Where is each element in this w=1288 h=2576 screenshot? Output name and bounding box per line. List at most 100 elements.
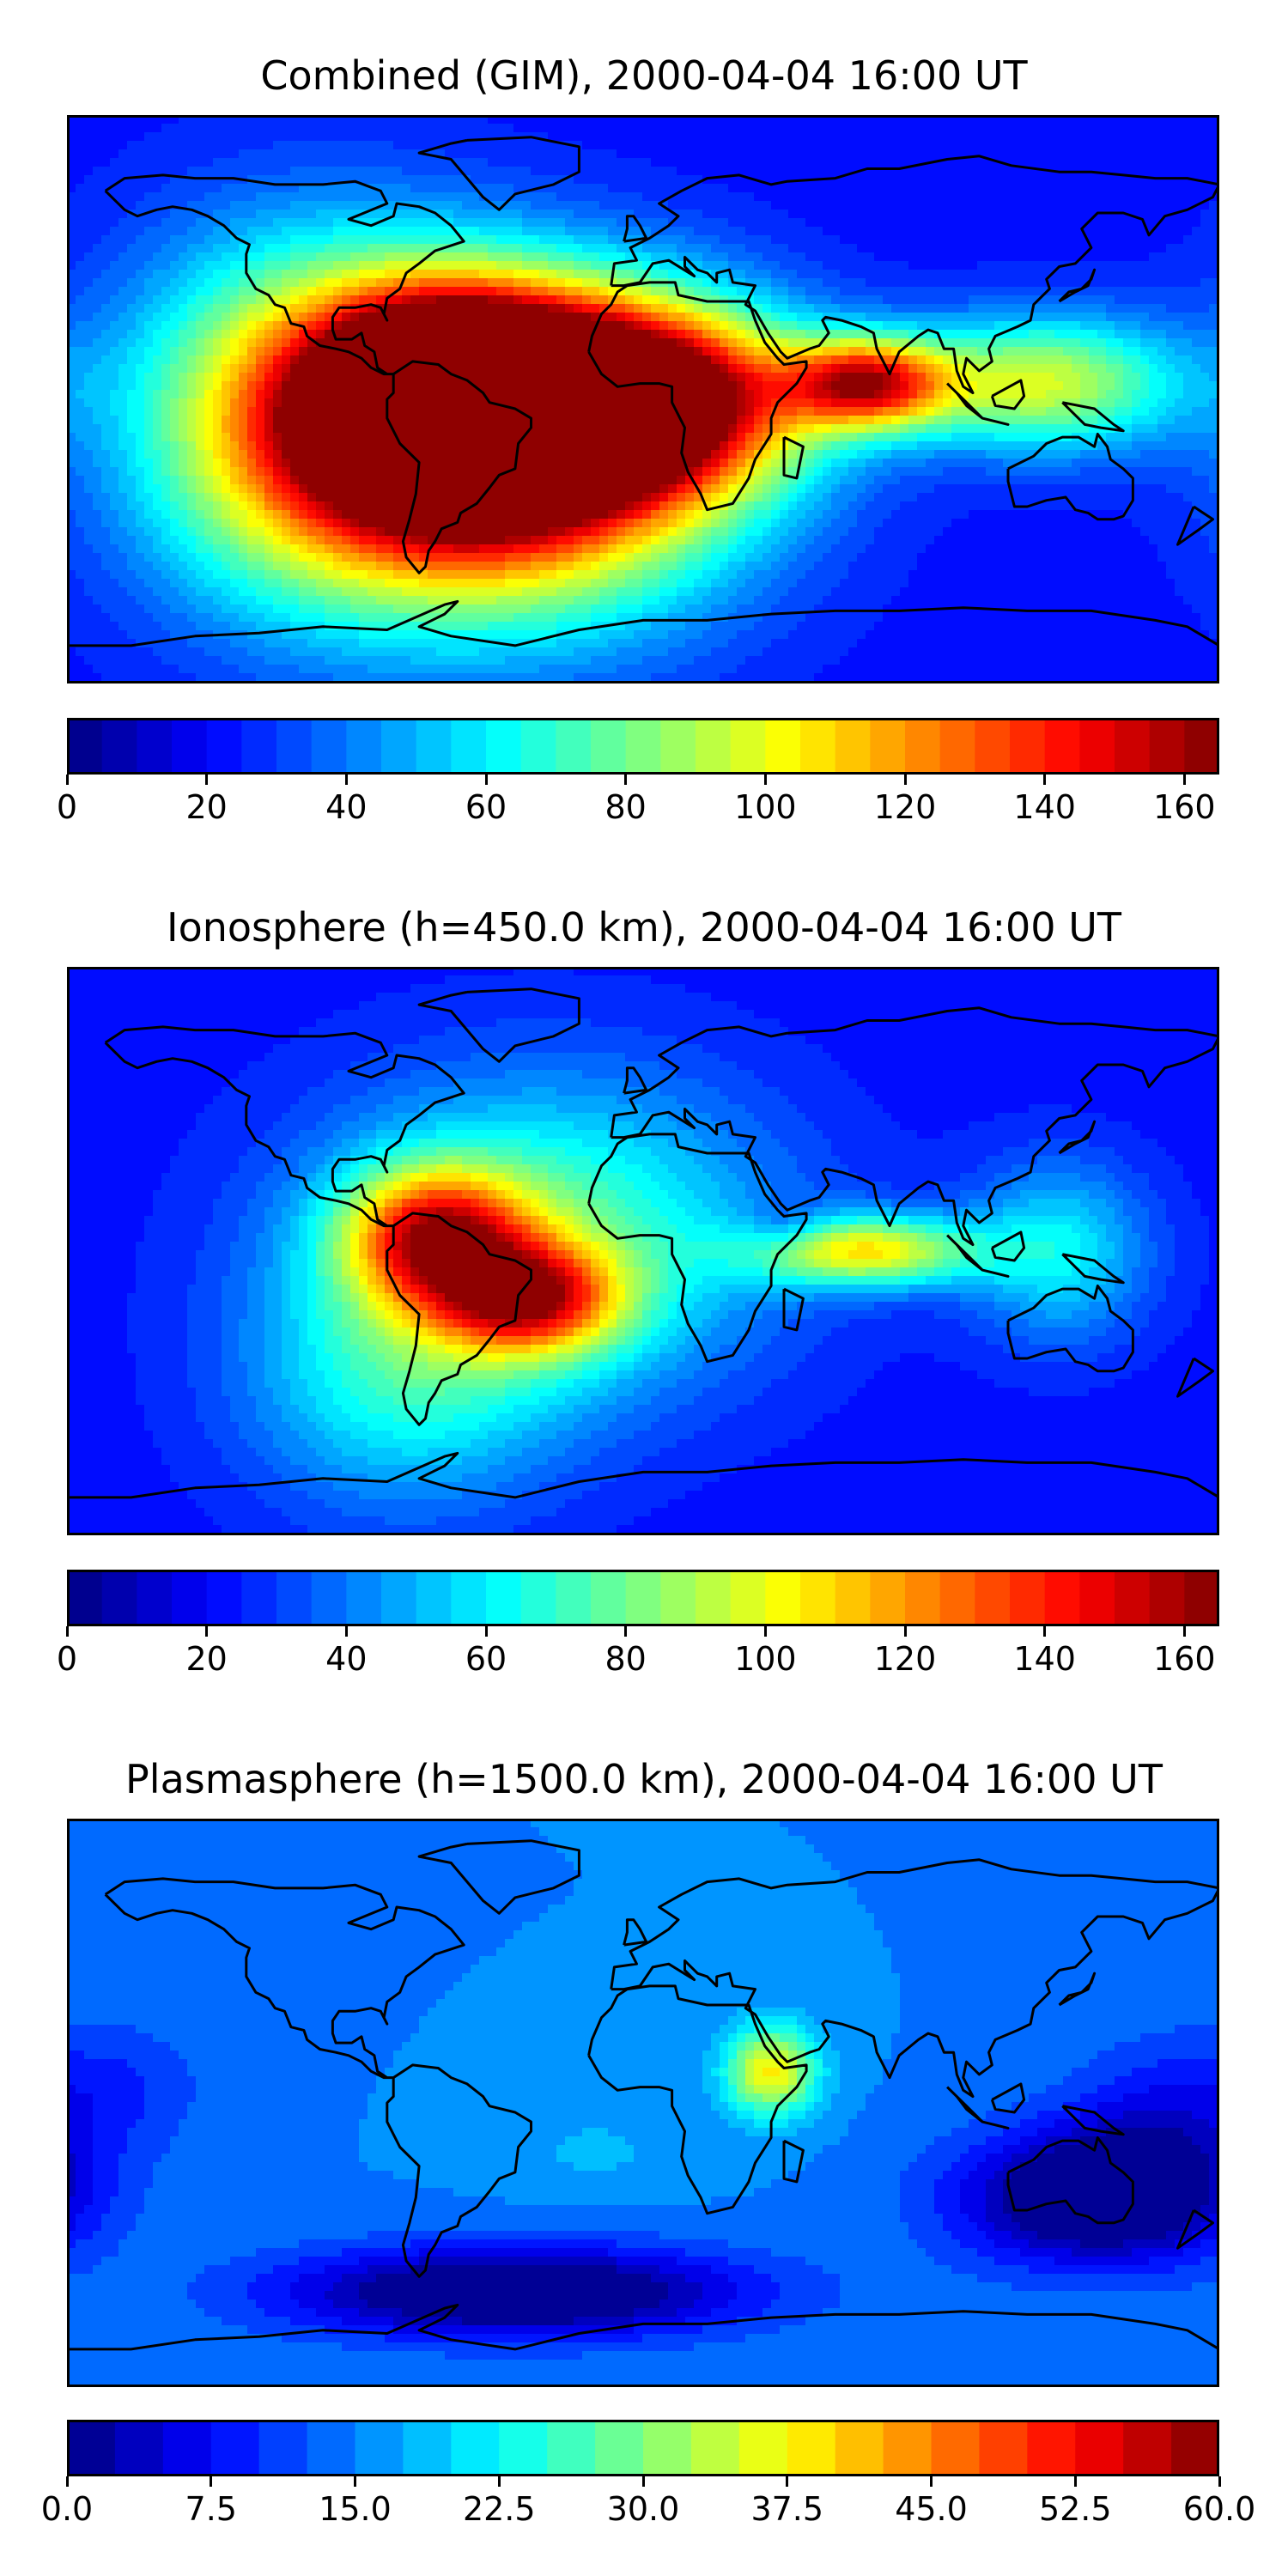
- colorbar-tick-label: 0.0: [41, 2490, 93, 2528]
- colorbar-tick: [1218, 2476, 1221, 2487]
- colorbar-tick-label: 60: [465, 788, 507, 826]
- colorbar-tick-label: 140: [1013, 1640, 1076, 1678]
- panel-1-map-canvas: [67, 115, 1219, 683]
- colorbar-swatch: [690, 2420, 740, 2476]
- colorbar-swatch: [660, 1570, 696, 1626]
- colorbar-tick-label: 45.0: [895, 2490, 968, 2528]
- colorbar-swatch: [591, 718, 627, 775]
- colorbar-swatch: [101, 718, 137, 775]
- colorbar-swatch: [276, 718, 313, 775]
- panel-1-colorbar-border: [67, 718, 1219, 775]
- colorbar-tick-label: 120: [874, 1640, 937, 1678]
- colorbar-swatch: [870, 1570, 906, 1626]
- coastline: [67, 987, 1219, 1499]
- colorbar-tick-label: 7.5: [185, 2490, 237, 2528]
- colorbar-swatch: [625, 718, 661, 775]
- colorbar-tick: [641, 2476, 645, 2487]
- panel-2-map: [67, 967, 1219, 1535]
- colorbar-swatch: [765, 718, 801, 775]
- colorbar-tick-label: 0: [57, 1640, 77, 1678]
- colorbar-swatch: [800, 1570, 836, 1626]
- colorbar-tick-label: 22.5: [463, 2490, 536, 2528]
- colorbar-tick-label: 140: [1013, 788, 1076, 826]
- coastline: [67, 136, 1219, 647]
- colorbar-swatch: [556, 1570, 592, 1626]
- colorbar-swatch: [346, 718, 382, 775]
- colorbar-swatch: [416, 718, 452, 775]
- colorbar-swatch: [1171, 2420, 1219, 2476]
- panel-1-colorbar: [67, 718, 1219, 775]
- panel-3-map: [67, 1819, 1219, 2387]
- colorbar-swatch: [979, 2420, 1028, 2476]
- panel-3-title: Plasmasphere (h=1500.0 km), 2000-04-04 1…: [0, 1755, 1288, 1803]
- colorbar-swatch: [162, 2420, 212, 2476]
- colorbar-swatch: [451, 2420, 500, 2476]
- colorbar-swatch: [643, 2420, 692, 2476]
- colorbar-swatch: [660, 718, 696, 775]
- colorbar-swatch: [307, 2420, 356, 2476]
- colorbar-tick: [65, 1626, 69, 1637]
- colorbar-swatch: [1079, 1570, 1115, 1626]
- colorbar-swatch: [1010, 1570, 1046, 1626]
- colorbar-swatch: [1044, 1570, 1080, 1626]
- colorbar-swatch: [276, 1570, 313, 1626]
- colorbar-tick-label: 80: [605, 1640, 646, 1678]
- panel-3-colorbar-border: [67, 2420, 1219, 2476]
- colorbar-tick: [1043, 1626, 1047, 1637]
- colorbar-swatch: [381, 1570, 417, 1626]
- colorbar-swatch: [114, 2420, 164, 2476]
- colorbar-swatch: [311, 1570, 347, 1626]
- colorbar-swatch: [1079, 718, 1115, 775]
- colorbar-tick: [930, 2476, 933, 2487]
- colorbar-tick-label: 40: [325, 788, 367, 826]
- colorbar-swatch: [738, 2420, 788, 2476]
- colorbar-tick-label: 60: [465, 1640, 507, 1678]
- colorbar-tick: [484, 775, 488, 785]
- colorbar-swatch: [311, 718, 347, 775]
- colorbar-swatch: [355, 2420, 404, 2476]
- colorbar-tick-label: 37.5: [750, 2490, 823, 2528]
- colorbar-tick: [354, 2476, 356, 2487]
- colorbar-tick-label: 120: [874, 788, 937, 826]
- colorbar-tick-label: 15.0: [319, 2490, 392, 2528]
- colorbar-swatch: [520, 1570, 556, 1626]
- colorbar-swatch: [905, 718, 941, 775]
- colorbar-swatch: [595, 2420, 644, 2476]
- colorbar-swatch: [547, 2420, 596, 2476]
- colorbar-swatch: [787, 2420, 836, 2476]
- colorbar-tick: [205, 775, 209, 785]
- colorbar-swatch: [835, 718, 871, 775]
- colorbar-swatch: [975, 1570, 1011, 1626]
- colorbar-swatch: [730, 718, 766, 775]
- colorbar-swatch: [696, 718, 732, 775]
- colorbar-swatch: [137, 718, 173, 775]
- colorbar-tick: [344, 1626, 348, 1637]
- colorbar-swatch: [206, 718, 242, 775]
- colorbar-swatch: [1149, 718, 1185, 775]
- colorbar-swatch: [241, 1570, 277, 1626]
- colorbar-swatch: [486, 718, 522, 775]
- colorbar-swatch: [556, 718, 592, 775]
- colorbar-swatch: [1184, 718, 1219, 775]
- panel-1-map: [67, 115, 1219, 683]
- colorbar-swatch: [241, 718, 277, 775]
- colorbar-swatch: [939, 1570, 975, 1626]
- colorbar-swatch: [1115, 718, 1151, 775]
- colorbar-swatch: [451, 718, 487, 775]
- colorbar-tick: [484, 1626, 488, 1637]
- colorbar-swatch: [172, 1570, 208, 1626]
- panel-1-title: Combined (GIM), 2000-04-04 16:00 UT: [0, 52, 1288, 100]
- colorbar-swatch: [381, 718, 417, 775]
- colorbar-tick: [1043, 775, 1047, 785]
- colorbar-swatch: [137, 1570, 173, 1626]
- colorbar-tick: [344, 775, 348, 785]
- colorbar-tick: [903, 775, 907, 785]
- colorbar-tick-label: 20: [185, 1640, 227, 1678]
- colorbar-tick-label: 30.0: [607, 2490, 680, 2528]
- colorbar-tick-label: 20: [185, 788, 227, 826]
- panel-2-map-canvas: [67, 967, 1219, 1535]
- colorbar-swatch: [1123, 2420, 1172, 2476]
- colorbar-swatch: [905, 1570, 941, 1626]
- colorbar-swatch: [1115, 1570, 1151, 1626]
- panel-2-colorbar: [67, 1570, 1219, 1626]
